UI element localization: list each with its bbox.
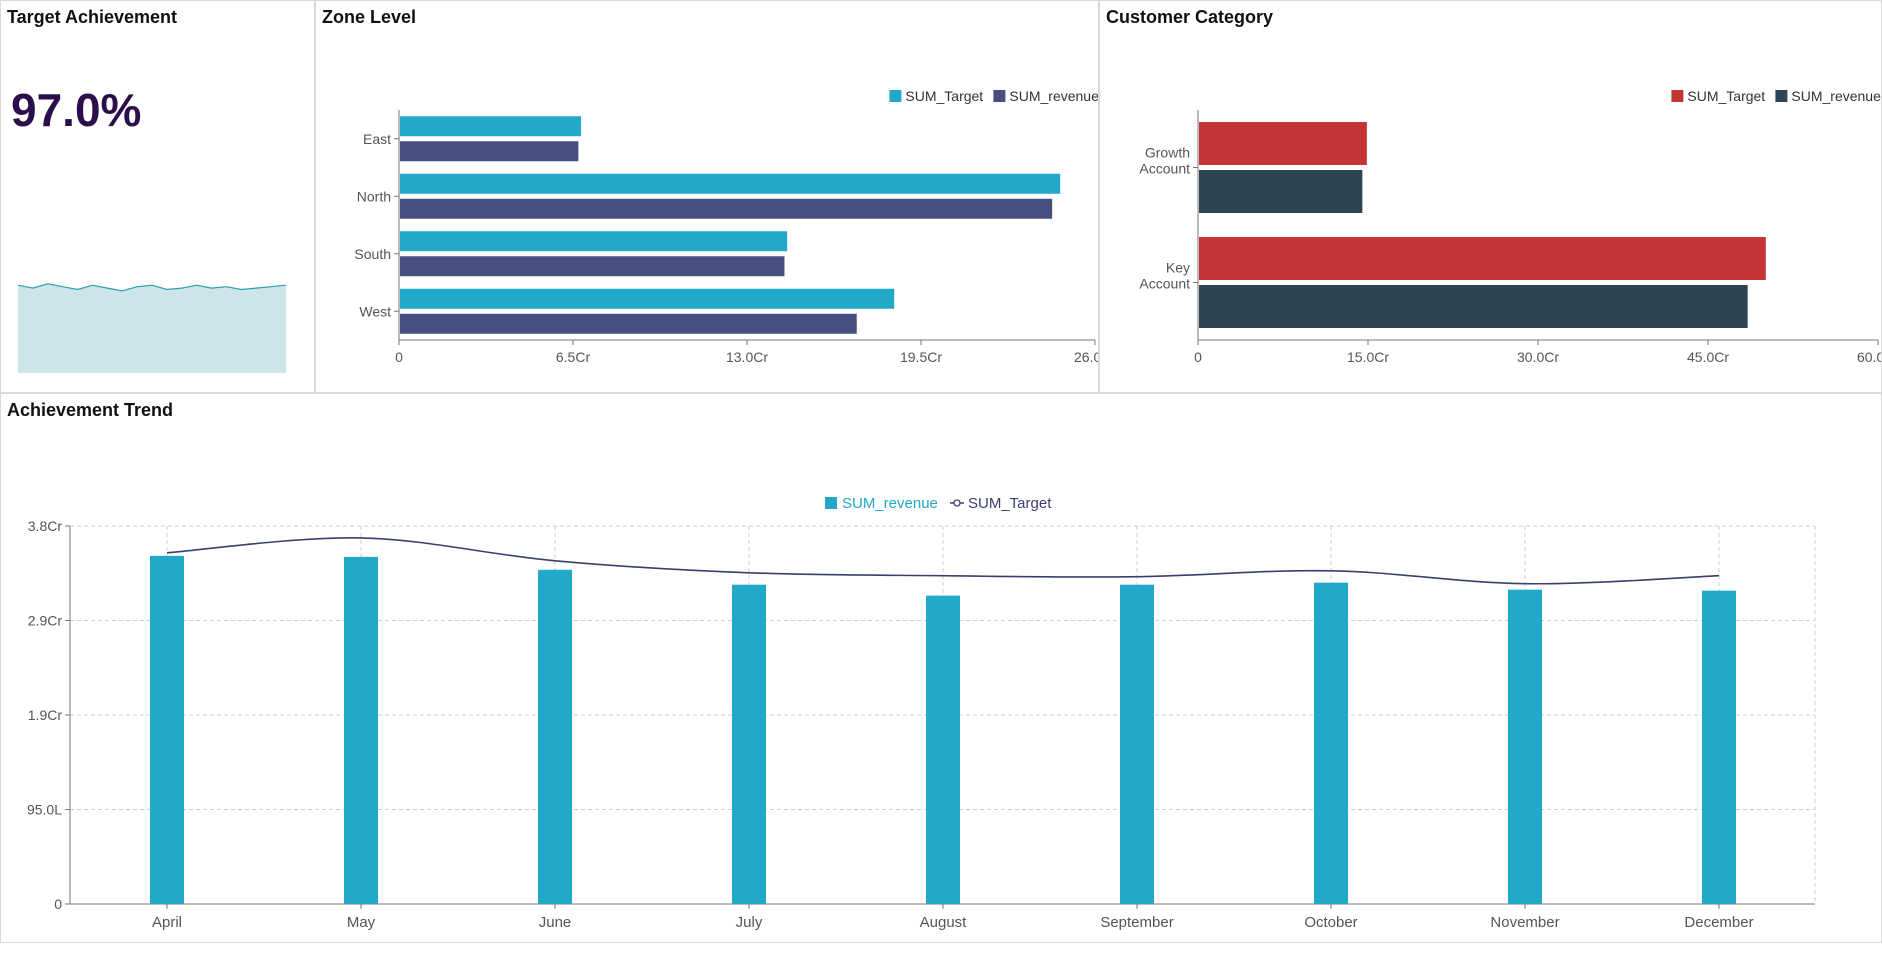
bar-sum-revenue-november [1508, 589, 1542, 904]
achievement-trend-chart: 0 95.0L 1.9Cr 2.9Cr 3.8Cr April May June July Aug… [27, 495, 1816, 931]
x-tick-label: 45.0Cr [1687, 349, 1729, 365]
bar-sum-revenue-south [400, 256, 785, 277]
x-tick-label: 0 [395, 349, 403, 365]
zone-level-chart: 0 6.5Cr 13.0Cr 19.5Cr 26.0Cr East North South We… [354, 88, 1099, 365]
x-tick-label: 6.5Cr [556, 349, 591, 365]
bar-sum-target-north [400, 173, 1061, 194]
bar-sum-revenue-north [400, 198, 1053, 219]
y-tick-label-line-2: Account [1139, 161, 1190, 177]
bar-sum-target-key-account [1199, 237, 1766, 280]
legend-marker-sum-target [953, 499, 961, 507]
bar-sum-revenue-december [1702, 590, 1736, 904]
x-tick-label: 0 [1194, 349, 1202, 365]
legend-swatch-sum-target [889, 90, 902, 102]
x-tick-label: September [1100, 914, 1173, 931]
customer-category-title: Customer Category [1106, 7, 1274, 27]
legend-swatch-sum-revenue [993, 90, 1006, 102]
sparkline-area [18, 283, 286, 373]
sparkline-line [17, 283, 287, 292]
y-tick-label: 3.8Cr [28, 518, 63, 534]
bar-sum-revenue-key-account [1199, 285, 1748, 328]
legend-label-sum-revenue: SUM_revenue [1009, 88, 1099, 104]
x-tick-label: August [920, 914, 968, 931]
y-tick-label: East [363, 131, 391, 147]
line-sum-target [166, 537, 1720, 585]
bar-sum-revenue-august [926, 595, 960, 904]
x-tick-label: December [1684, 914, 1753, 931]
x-tick-label: June [539, 914, 572, 931]
customer-category-chart: 015.0Cr30.0Cr45.0Cr60.0CrGrowthAccountKe… [1139, 88, 1882, 365]
bar-sum-target-east [400, 116, 582, 137]
bar-sum-revenue-july [732, 584, 766, 904]
kpi-sparkline [17, 283, 287, 373]
kpi-value: 97.0% [11, 84, 142, 136]
bar-sum-revenue-september [1120, 584, 1154, 904]
y-tick-label: West [359, 303, 391, 319]
bar-sum-revenue-june [538, 569, 572, 904]
x-tick-label: October [1304, 914, 1357, 931]
y-tick-label-line-1: Growth [1145, 145, 1190, 161]
bar-sum-target-west [400, 288, 895, 309]
y-tick-label: 0 [54, 896, 62, 912]
legend-label-sum-target: SUM_Target [905, 88, 983, 104]
y-tick-label: North [357, 188, 391, 204]
x-tick-label: 19.5Cr [900, 349, 942, 365]
legend-swatch-sum-target [1671, 90, 1684, 102]
bar-sum-target-growth-account [1199, 122, 1367, 165]
legend-swatch-sum-revenue [825, 497, 837, 509]
x-tick-label: May [347, 914, 376, 931]
achievement-trend-panel: Achievement Trend 0 95.0L 1.9Cr 2.9Cr 3.8Cr A… [0, 393, 1882, 943]
legend-swatch-sum-revenue [1775, 90, 1788, 102]
bar-sum-revenue-east [400, 141, 579, 162]
bar-sum-revenue-april [150, 555, 184, 904]
y-tick-label: 1.9Cr [28, 707, 63, 723]
y-tick-label-line-2: Account [1139, 276, 1190, 292]
x-tick-label: 26.0Cr [1074, 349, 1099, 365]
kpi-title: Target Achievement [7, 7, 178, 27]
x-tick-label: November [1490, 914, 1559, 931]
x-tick-label: 15.0Cr [1347, 349, 1389, 365]
legend-label-sum-revenue: SUM_revenue [842, 495, 938, 512]
bar-sum-revenue-west [400, 313, 857, 334]
x-tick-label: 13.0Cr [726, 349, 768, 365]
trend-legend: SUM_revenue SUM_Target [825, 495, 1052, 512]
y-tick-label: 95.0L [27, 802, 62, 818]
bar-sum-revenue-october [1314, 582, 1348, 904]
legend-label-sum-target: SUM_Target [968, 495, 1052, 512]
x-tick-label: 30.0Cr [1517, 349, 1559, 365]
y-tick-label: South [354, 246, 391, 262]
bar-sum-revenue-growth-account [1199, 170, 1363, 213]
x-tick-label: April [152, 914, 182, 931]
achievement-trend-title: Achievement Trend [7, 400, 174, 420]
kpi-panel: Target Achievement 97.0% [0, 0, 315, 393]
x-tick-label: 60.0Cr [1857, 349, 1882, 365]
customer-category-panel: Customer Category 0 15.0Cr 30.0Cr 45.0Cr 60.… [1099, 0, 1882, 393]
x-tick-label: July [736, 914, 763, 931]
y-tick-label-line-1: Key [1166, 260, 1190, 276]
zone-level-title: Zone Level [322, 7, 417, 27]
bar-sum-revenue-may [344, 556, 378, 904]
zone-level-panel: Zone Level 0 6.5Cr 13.0Cr 19.5Cr 26.0Cr East N… [315, 0, 1099, 393]
legend-label-sum-target: SUM_Target [1687, 88, 1765, 104]
legend-label-sum-revenue: SUM_revenue [1791, 88, 1881, 104]
y-tick-label: 2.9Cr [28, 613, 63, 629]
bar-sum-target-south [400, 231, 788, 252]
